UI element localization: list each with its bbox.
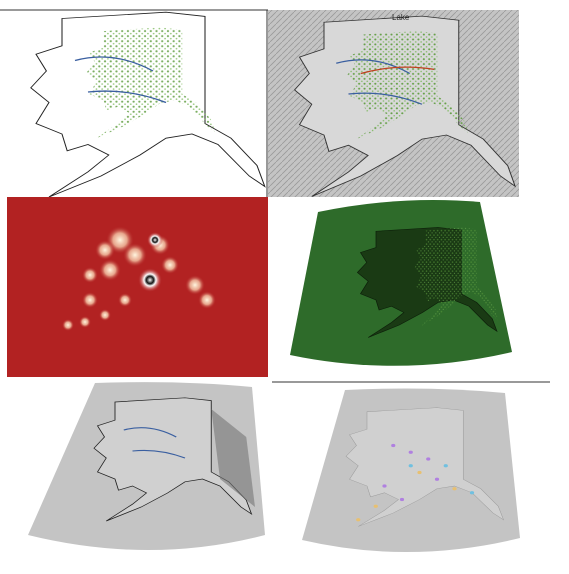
panel-outline-map	[0, 9, 268, 199]
place-label: Lake	[392, 13, 410, 22]
panel-density-map	[7, 197, 268, 377]
panel-elevation-map	[290, 199, 512, 366]
panel-points-map	[302, 388, 520, 553]
panel-hillshade-map: Lake	[268, 10, 519, 198]
panel-rivers-map	[28, 382, 265, 550]
